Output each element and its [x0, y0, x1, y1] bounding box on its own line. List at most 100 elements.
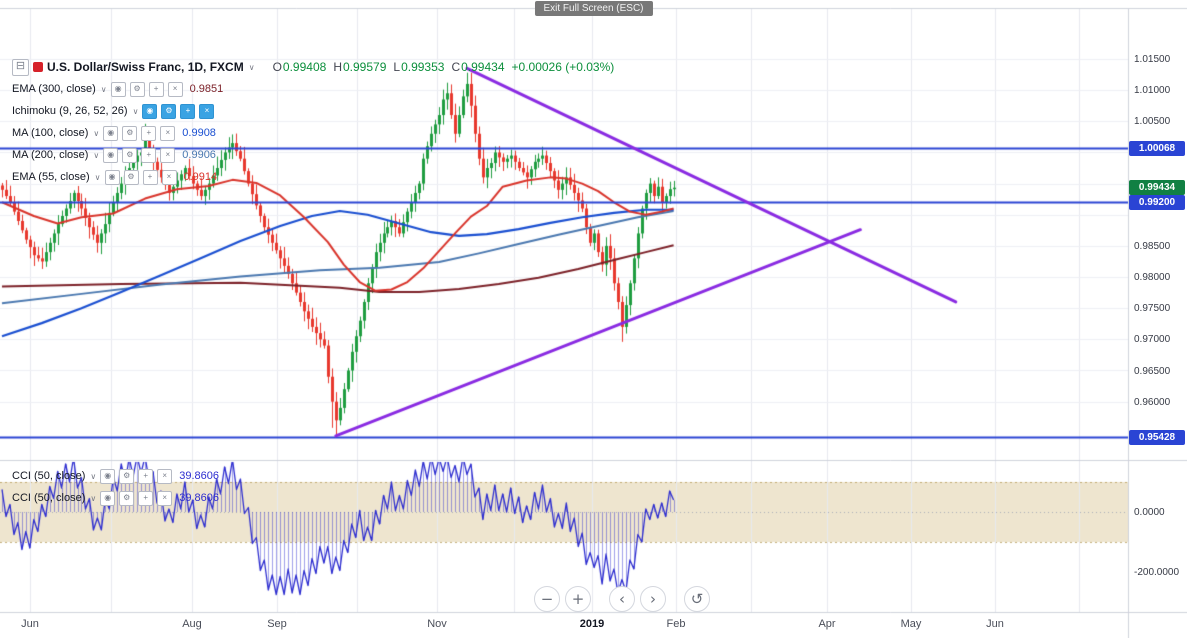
- symbol-legend-row: ⊟ U.S. Dollar/Swiss Franc, 1D, FXCM ∨ O0…: [12, 58, 614, 76]
- low-label: L: [393, 60, 401, 74]
- chevron-down-icon[interactable]: ∨: [93, 150, 100, 160]
- gear-icon[interactable]: ⚙: [129, 81, 145, 97]
- time-axis-label: May: [900, 618, 922, 630]
- price-line-badge: 0.95428: [1129, 429, 1185, 445]
- eye-icon[interactable]: ◉: [104, 169, 120, 185]
- ohlc-readout: O0.99408 H0.99579 L0.99353 C0.99434 +0.0…: [273, 60, 615, 74]
- reset-chart-button[interactable]: ↺: [684, 586, 710, 612]
- eye-icon[interactable]: ◉: [100, 468, 116, 484]
- time-axis-label: Sep: [267, 618, 287, 630]
- change-value: +0.00026 (+0.03%): [511, 60, 615, 74]
- time-axis-label: Apr: [818, 618, 836, 630]
- cci-axis-label: -200.0000: [1134, 567, 1180, 578]
- price-axis-label: 0.96500: [1134, 365, 1171, 377]
- cci-axis-label: 0.0000: [1134, 507, 1165, 518]
- indicator-row: MA (200, close) ∨ ◉ ⚙ + × 0.9906: [12, 146, 216, 164]
- high-label: H: [333, 60, 342, 74]
- exit-fullscreen-tooltip: Exit Full Screen (ESC): [534, 1, 653, 16]
- indicator-value: 0.9906: [182, 149, 216, 161]
- close-icon[interactable]: ×: [167, 81, 183, 97]
- chevron-down-icon[interactable]: ∨: [132, 106, 139, 116]
- indicator-label[interactable]: EMA (55, close): [12, 171, 90, 183]
- indicator-row: Ichimoku (9, 26, 52, 26) ∨ ◉ ⚙ + ×: [12, 102, 221, 120]
- indicator-label[interactable]: CCI (50, close): [12, 492, 86, 504]
- indicator-row: EMA (300, close) ∨ ◉ ⚙ + × 0.9851: [12, 80, 223, 98]
- price-axis-label: 0.97500: [1134, 303, 1171, 315]
- open-value: 0.99408: [282, 60, 327, 74]
- scroll-left-button[interactable]: ‹: [609, 586, 635, 612]
- gear-icon[interactable]: ⚙: [119, 490, 135, 506]
- plus-icon[interactable]: +: [180, 103, 196, 119]
- gear-icon[interactable]: ⚙: [161, 103, 177, 119]
- price-axis-label: 1.00500: [1134, 116, 1171, 128]
- indicator-label[interactable]: MA (200, close): [12, 149, 89, 161]
- close-icon[interactable]: ×: [157, 468, 173, 484]
- plus-icon[interactable]: +: [142, 169, 158, 185]
- price-line-badge: 0.99200: [1129, 194, 1185, 210]
- plus-icon[interactable]: +: [138, 468, 154, 484]
- chevron-down-icon[interactable]: ∨: [100, 84, 107, 94]
- indicator-value: 0.9914: [183, 171, 218, 183]
- zoom-out-button[interactable]: −: [534, 586, 560, 612]
- gear-icon[interactable]: ⚙: [122, 147, 138, 163]
- time-axis-label: Aug: [182, 618, 202, 630]
- indicator-label[interactable]: CCI (50, close): [12, 470, 86, 482]
- price-axis-label: 0.96000: [1134, 396, 1171, 408]
- chevron-down-icon[interactable]: ∨: [90, 471, 97, 481]
- low-value: 0.99353: [401, 60, 445, 74]
- gear-icon[interactable]: ⚙: [123, 169, 139, 185]
- indicator-value: 0.9908: [182, 127, 216, 139]
- eye-icon[interactable]: ◉: [100, 490, 116, 506]
- indicator-row: EMA (55, close) ∨ ◉ ⚙ + × 0.9914: [12, 168, 217, 186]
- indicator-label[interactable]: EMA (300, close): [12, 83, 96, 95]
- collapse-pane-icon[interactable]: ⊟: [12, 58, 29, 76]
- plus-icon[interactable]: +: [138, 490, 154, 506]
- time-axis-year-label: 2019: [579, 618, 605, 630]
- indicator-value: 0.9851: [189, 83, 224, 95]
- time-axis-label: Jun: [986, 618, 1004, 630]
- chevron-down-icon[interactable]: ∨: [93, 128, 100, 138]
- indicator-value: 39.8606: [179, 470, 219, 482]
- close-value: 0.99434: [461, 60, 505, 74]
- close-icon[interactable]: ×: [199, 103, 215, 119]
- time-axis-label: Nov: [427, 618, 447, 630]
- close-icon[interactable]: ×: [161, 169, 177, 185]
- close-icon[interactable]: ×: [160, 125, 176, 141]
- plus-icon[interactable]: +: [141, 125, 157, 141]
- zoom-in-button[interactable]: +: [565, 586, 591, 612]
- price-axis-label: 1.01000: [1134, 85, 1171, 97]
- price-line-badge: 1.00068: [1129, 140, 1185, 156]
- chevron-down-icon[interactable]: ∨: [94, 172, 101, 182]
- scroll-right-button[interactable]: ›: [640, 586, 666, 612]
- cci-indicator-row: CCI (50, close) ∨ ◉ ⚙ + × 39.8606: [12, 467, 219, 485]
- eye-icon[interactable]: ◉: [103, 147, 119, 163]
- plus-icon[interactable]: +: [141, 147, 157, 163]
- chevron-down-icon[interactable]: ∨: [248, 62, 255, 72]
- gear-icon[interactable]: ⚙: [122, 125, 138, 141]
- chevron-down-icon[interactable]: ∨: [90, 493, 97, 503]
- close-icon[interactable]: ×: [157, 490, 173, 506]
- plus-icon[interactable]: +: [148, 81, 164, 97]
- gear-icon[interactable]: ⚙: [119, 468, 135, 484]
- eye-icon[interactable]: ◉: [142, 103, 158, 119]
- indicator-label[interactable]: MA (100, close): [12, 127, 89, 139]
- eye-icon[interactable]: ◉: [110, 81, 126, 97]
- broker-logo: [33, 62, 43, 72]
- symbol-title[interactable]: U.S. Dollar/Swiss Franc, 1D, FXCM: [47, 60, 244, 74]
- price-axis-label: 0.98500: [1134, 240, 1171, 252]
- price-axis-label: 0.98000: [1134, 272, 1171, 284]
- time-axis-label: Feb: [666, 618, 686, 630]
- price-axis-label: 1.01500: [1134, 54, 1171, 65]
- close-icon[interactable]: ×: [160, 147, 176, 163]
- high-value: 0.99579: [342, 60, 387, 74]
- indicator-label[interactable]: Ichimoku (9, 26, 52, 26): [12, 105, 128, 117]
- open-label: O: [272, 60, 282, 74]
- eye-icon[interactable]: ◉: [103, 125, 119, 141]
- indicator-row: MA (100, close) ∨ ◉ ⚙ + × 0.9908: [12, 124, 216, 142]
- price-axis-label: 0.97000: [1134, 334, 1171, 346]
- indicator-value: 39.8606: [179, 492, 219, 504]
- cci-indicator-row: CCI (50, close) ∨ ◉ ⚙ + × 39.8606: [12, 489, 219, 507]
- last-price-badge: 0.99434: [1129, 180, 1185, 196]
